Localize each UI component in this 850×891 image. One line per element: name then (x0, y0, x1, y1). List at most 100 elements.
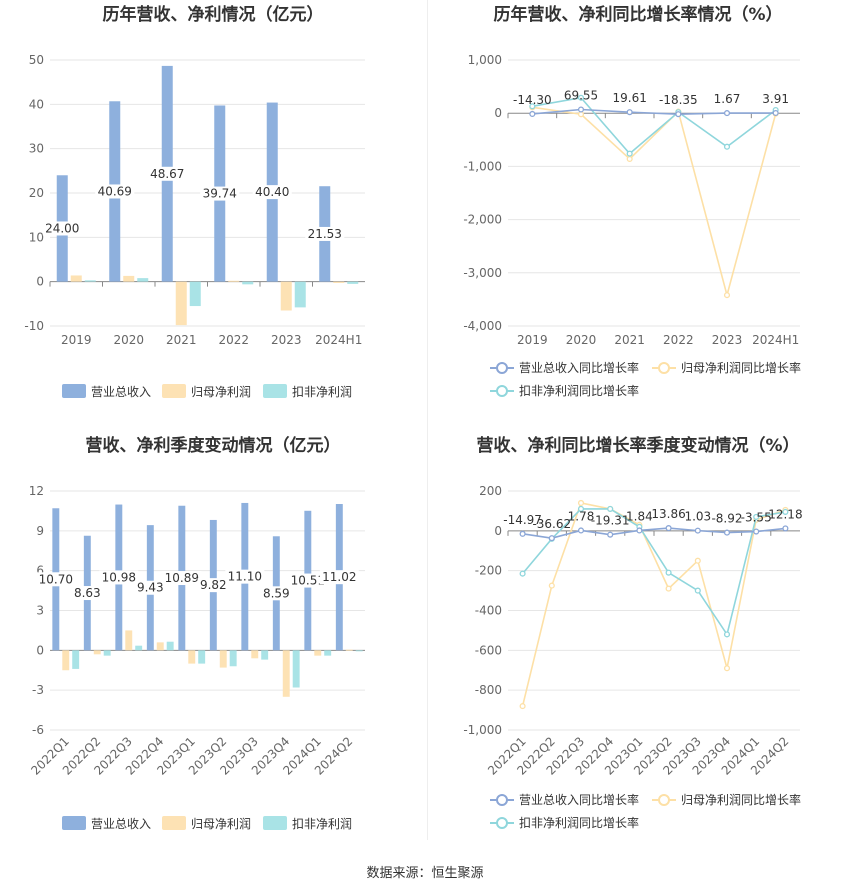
y-tick-label: -600 (475, 643, 502, 657)
series-point (772, 109, 779, 117)
bar-net-profit (333, 281, 345, 283)
bar-deducted-profit (72, 650, 80, 669)
series-line-deducted-profit (532, 96, 777, 155)
data-label: 21.53 (308, 227, 342, 241)
series-point (782, 508, 789, 515)
bar-deducted-profit (135, 645, 143, 651)
bar-net-profit (251, 650, 259, 659)
data-label-bg (260, 586, 293, 601)
series-point (723, 665, 731, 672)
y-tick-label: 6 (36, 564, 44, 578)
bar-net-profit (314, 650, 322, 656)
legend-swatch (62, 816, 86, 830)
y-tick-label: 3 (36, 604, 44, 618)
data-label: 11.10 (228, 570, 262, 584)
legend-label: 扣非净利润 (292, 817, 352, 831)
legend-marker (496, 817, 508, 829)
x-tick-label: 2023 (712, 333, 743, 347)
legend-label: 归母净利润 (191, 385, 251, 399)
data-label: 9.43 (137, 581, 164, 595)
data-label: -19.31 (591, 514, 630, 528)
x-tick-label: 2021 (166, 333, 197, 347)
series-point (665, 585, 672, 592)
y-tick-label: 200 (479, 484, 502, 498)
legend-marker (496, 385, 508, 397)
bar-net-profit (123, 275, 135, 282)
legend-swatch (263, 816, 287, 830)
data-label-bg (147, 166, 187, 181)
y-tick-label: -3,000 (463, 266, 502, 280)
data-label: 10.98 (102, 570, 136, 584)
data-label: 10.89 (165, 571, 199, 585)
bar-net-profit (228, 280, 240, 282)
series-point (519, 530, 526, 537)
data-label-bg (252, 185, 292, 200)
data-label-bg (225, 569, 265, 584)
series-line-net-profit (532, 106, 777, 299)
bar-deducted-profit (137, 278, 149, 282)
chart-title: 营收、净利同比增长率季度变动情况（%） (476, 435, 799, 456)
legend-label: 归母净利润同比增长率 (681, 792, 801, 807)
data-label-bg (162, 571, 202, 586)
legend-swatch (162, 816, 186, 830)
data-label: 1.78 (568, 509, 595, 523)
series-point (753, 528, 760, 535)
data-label-bg (288, 573, 328, 588)
y-tick-label: -800 (475, 683, 502, 697)
legend-label: 归母净利润同比增长率 (681, 360, 801, 375)
x-tick-label: 2019 (517, 333, 548, 347)
series-point (694, 557, 701, 564)
legend-label: 营业总收入同比增长率 (519, 792, 639, 807)
y-tick-label: 9 (36, 524, 44, 538)
bar-net-profit (282, 650, 290, 697)
series-line-revenue (532, 108, 776, 115)
data-label: 1.84 (626, 509, 653, 523)
data-label: -36.62 (532, 517, 571, 531)
data-label: 3.91 (762, 92, 789, 106)
data-label: 8.59 (263, 586, 290, 600)
data-label-bg (71, 586, 104, 601)
y-tick-label: 10 (29, 230, 44, 244)
x-tick-label: 2022 (663, 333, 694, 347)
legend-swatch (162, 384, 186, 398)
bar-net-profit (125, 630, 133, 651)
x-tick-label: 2019 (61, 333, 92, 347)
bar-deducted-profit (189, 281, 201, 307)
data-label: 10.51 (291, 574, 325, 588)
chart-title: 历年营收、净利情况（亿元） (103, 4, 324, 25)
data-label: 8.63 (74, 586, 101, 600)
bar-deducted-profit (84, 280, 96, 282)
data-label: 69.55 (564, 88, 598, 102)
y-tick-label: 20 (29, 186, 44, 200)
series-line-revenue (522, 527, 786, 539)
data-label: -18.35 (659, 93, 698, 107)
series-point (529, 103, 536, 110)
bar-deducted-profit (198, 650, 206, 664)
data-label: 40.69 (98, 184, 132, 198)
series-point (723, 631, 731, 638)
series-point (577, 106, 585, 113)
series-point (723, 143, 731, 150)
data-label-bg (42, 221, 82, 236)
x-tick-label: 2024H1 (752, 333, 799, 347)
x-tick-label: 2020 (566, 333, 597, 347)
chart-title: 营收、净利季度变动情况（亿元） (86, 435, 341, 456)
data-label: 48.67 (150, 167, 184, 181)
series-point (626, 109, 633, 116)
legend-label: 营业总收入 (91, 385, 151, 399)
y-tick-label: -1,000 (463, 723, 502, 737)
bar-net-profit (156, 642, 164, 651)
data-label: -3.55 (741, 511, 772, 525)
data-label: 11.02 (322, 570, 356, 584)
data-label: 9.82 (200, 578, 227, 592)
y-tick-label: 30 (29, 142, 44, 156)
bar-deducted-profit (294, 281, 306, 308)
bar-net-profit (62, 650, 70, 671)
bar-net-profit (219, 650, 227, 668)
data-label: 24.00 (45, 221, 79, 235)
y-tick-label: 0 (36, 275, 44, 289)
legend-label: 归母净利润 (191, 817, 251, 831)
bar-net-profit (70, 275, 82, 282)
x-tick-label: 2023 (271, 333, 302, 347)
legend-marker (496, 362, 508, 374)
